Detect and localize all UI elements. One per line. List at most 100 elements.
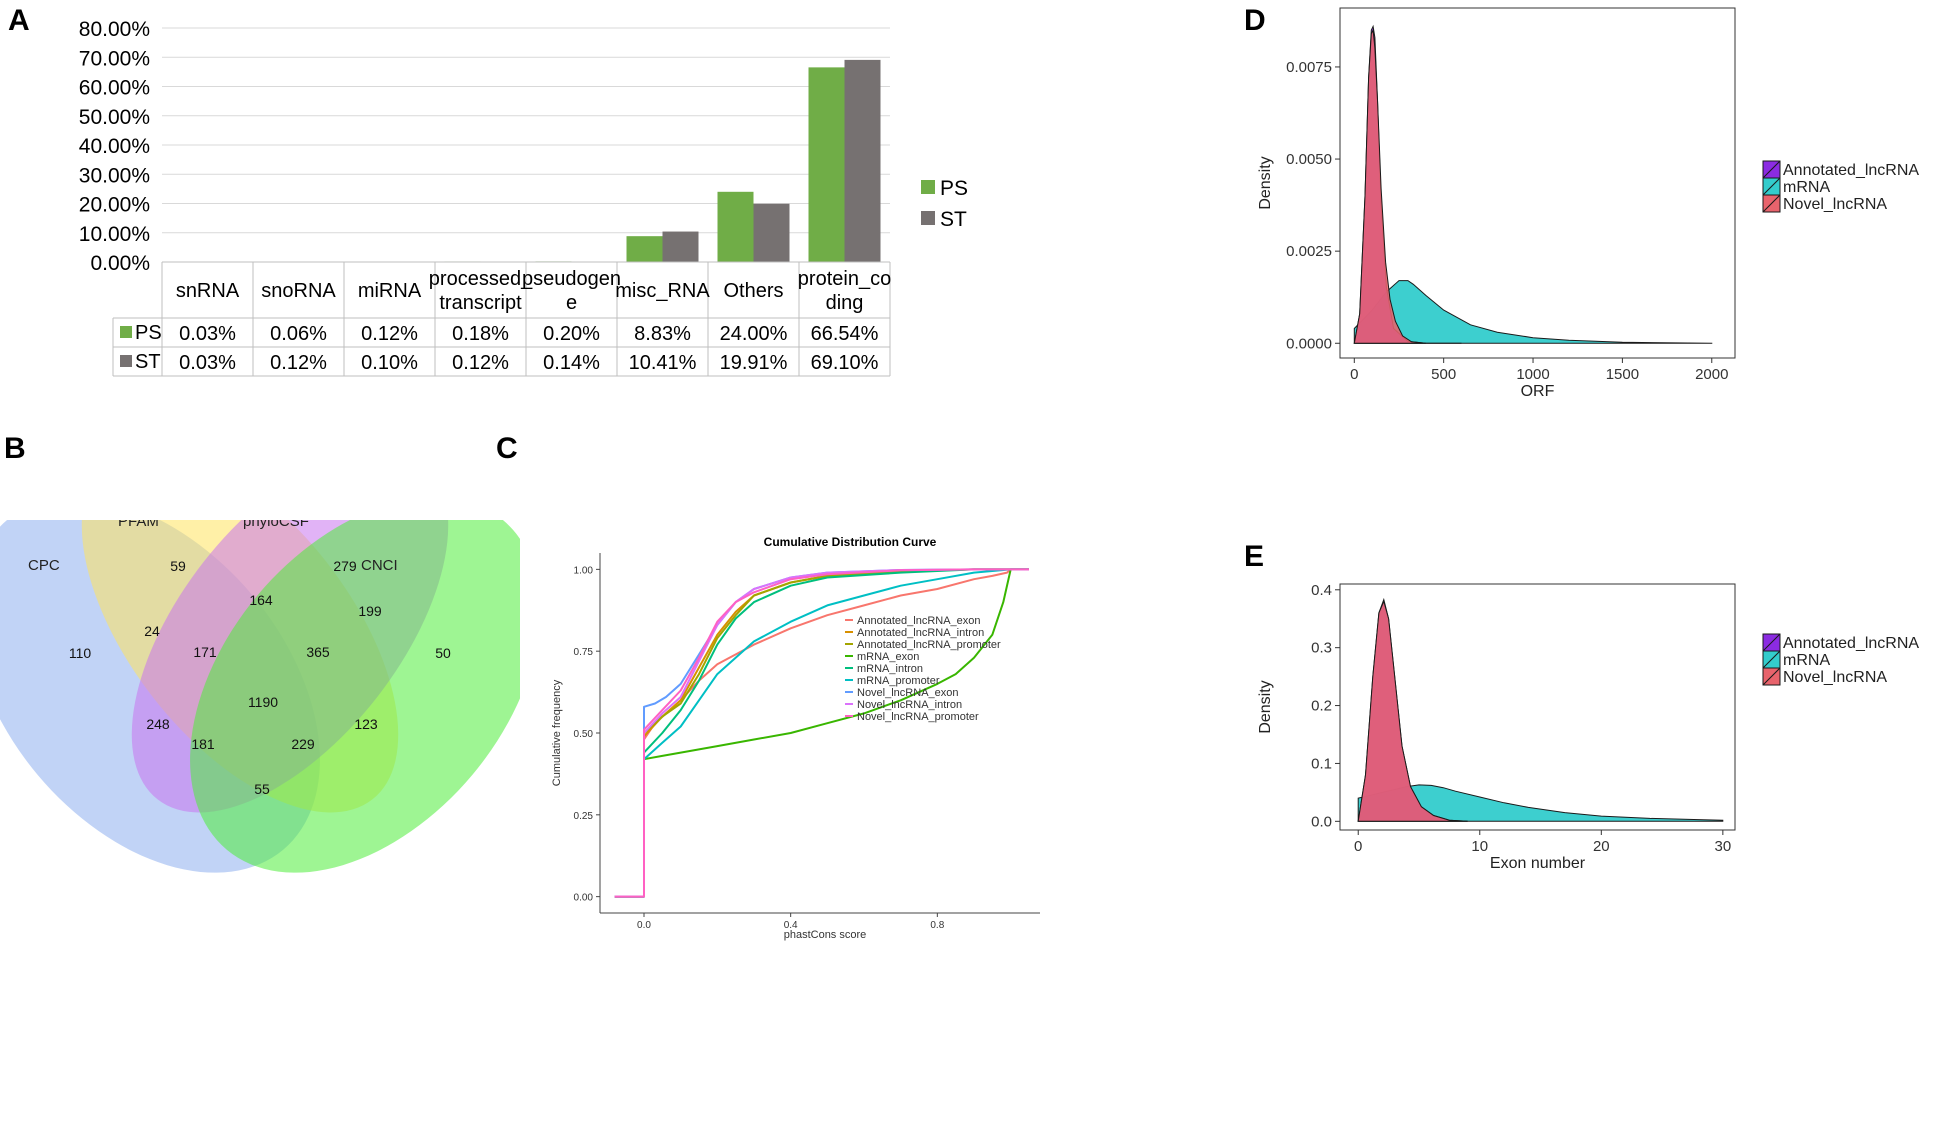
y-tick-label: 0.1 [1311, 755, 1332, 772]
legend-label-ps: PS [940, 177, 968, 200]
venn-region-count: 199 [358, 603, 382, 619]
bar-st-protein_coding [844, 59, 881, 262]
series-line-mrna_exon [614, 568, 1029, 898]
x-tick-label: 30 [1715, 838, 1732, 855]
density-chart-panel-e: 0.0 0.1 0.2 0.3 0.4 0 10 20 30 Exon number Density… [1257, 582, 1919, 872]
category-label: processed_ [429, 268, 533, 290]
legend-label-novel_lncrna: Novel_lncRNA [1783, 196, 1887, 213]
table-cell: 0.12% [270, 352, 327, 374]
legend-label-st: ST [940, 208, 967, 231]
x-tick-label: 500 [1431, 366, 1456, 383]
venn-region-count: 24 [144, 623, 160, 639]
category-label: Others [723, 280, 783, 302]
y-tick-label: 20.00% [79, 194, 150, 217]
table-row-label-st: ST [135, 351, 161, 373]
y-tick-label: 10.00% [79, 223, 150, 246]
y-tick-label: 0.25 [574, 811, 594, 822]
category-label: pseudogen [522, 268, 621, 290]
venn-region-count: 365 [306, 644, 330, 660]
table-cell: 0.12% [452, 352, 509, 374]
legend-swatch-slash [1762, 650, 1781, 669]
y-tick-label: 0.75 [574, 647, 594, 658]
legend-swatch-ps [921, 180, 935, 194]
legend-label-novel_lncrna_promoter: Novel_lncRNA_promoter [857, 711, 979, 723]
x-tick-label: 0.8 [930, 920, 944, 931]
y-tick-label: 30.00% [79, 164, 150, 187]
y-tick-label: 50.00% [79, 106, 150, 129]
bar-st-misc_rna [662, 231, 699, 262]
y-tick-label: 0.50 [574, 729, 594, 740]
x-tick-label: 0.4 [784, 920, 798, 931]
legend-swatch-st [921, 211, 935, 225]
legend-label-novel_lncrna: Novel_lncRNA [1783, 669, 1887, 686]
category-label: e [566, 292, 577, 314]
x-tick-label: 1500 [1606, 366, 1639, 383]
x-tick-label: 0 [1354, 838, 1362, 855]
legend-swatch-slash [1762, 160, 1781, 179]
venn-region-count: 59 [170, 558, 186, 574]
table-cell: 24.00% [720, 323, 788, 345]
category-label: ding [826, 292, 864, 314]
density-area-novel_lncrna [1353, 28, 1426, 344]
bar-chart-panel-a: 0.00% 10.00% 20.00% 30.00% 40.00% 50.00% 60.00… [79, 18, 968, 377]
bar-ps-protein_coding [808, 67, 845, 262]
venn-set-cnci [190, 520, 520, 873]
x-axis-label: ORF [1521, 383, 1555, 400]
panel-label-c: C [496, 432, 518, 465]
legend-label-mrna_intron: mRNA_intron [857, 663, 923, 675]
x-tick-label: 0.0 [637, 920, 651, 931]
panel-label-d: D [1244, 4, 1266, 37]
legend-label-mrna_exon: mRNA_exon [857, 651, 919, 663]
category-label: snoRNA [261, 280, 336, 302]
x-axis-label: Exon number [1490, 855, 1586, 872]
table-cell: 0.18% [452, 323, 509, 345]
venn-region-count: 248 [146, 716, 170, 732]
legend-label-annotated_lncrna_promoter: Annotated_lncRNA_promoter [857, 639, 1001, 651]
legend-label-annotated_lncrna: Annotated_lncRNA [1783, 162, 1919, 179]
venn-region-count: 229 [291, 736, 315, 752]
table-cell: 0.03% [179, 323, 236, 345]
data-table-grid [112, 261, 891, 377]
table-cell: 0.03% [179, 352, 236, 374]
table-cell: 69.10% [811, 352, 879, 374]
legend-swatch-slash [1762, 633, 1781, 652]
category-label: protein_co [798, 268, 891, 290]
y-tick-label: 70.00% [79, 47, 150, 70]
table-cell: 0.10% [361, 352, 418, 374]
series-line-mrna_promoter [614, 568, 1029, 898]
x-tick-label: 1000 [1516, 366, 1549, 383]
y-tick-label: 0.0000 [1286, 335, 1332, 352]
legend-label-mrna: mRNA [1783, 179, 1830, 196]
line-chart-panel-c: Cumulative Distribution Curve 0.00 0.25 0.5… [551, 535, 1040, 941]
y-tick-label: 80.00% [79, 18, 150, 41]
category-label: miRNA [358, 280, 422, 302]
x-axis-label: phastCons score [784, 929, 867, 941]
y-axis-label: Density [1257, 156, 1274, 209]
table-cell: 8.83% [634, 323, 691, 345]
x-tick-label: 20 [1593, 838, 1610, 855]
y-tick-label: 1.00 [574, 565, 594, 576]
y-tick-label: 0.3 [1311, 640, 1332, 657]
table-cell: 0.14% [543, 352, 600, 374]
venn-region-count: 171 [193, 644, 217, 660]
series-line-novel_lncrna_promoter [614, 568, 1029, 898]
bar-st-others [753, 203, 790, 262]
bar-ps-misc_rna [626, 236, 663, 262]
x-tick-label: 10 [1471, 838, 1488, 855]
venn-region-count: 50 [435, 645, 451, 661]
table-row-swatch-ps [120, 326, 132, 338]
legend-swatch-slash [1762, 667, 1781, 686]
table-cell: 0.20% [543, 323, 600, 345]
density-area-novel_lncrna [1357, 599, 1468, 822]
y-tick-label: 0.2 [1311, 698, 1332, 715]
table-row-swatch-st [120, 355, 132, 367]
chart-title: Cumulative Distribution Curve [764, 535, 937, 549]
y-tick-label: 0.0050 [1286, 151, 1332, 168]
panel-label-b: B [4, 432, 26, 465]
legend-label-mrna: mRNA [1783, 652, 1830, 669]
y-tick-label: 60.00% [79, 77, 150, 100]
venn-set-label-pfam: PFAM [118, 520, 159, 530]
table-cell: 0.12% [361, 323, 418, 345]
x-tick-label: 2000 [1695, 366, 1728, 383]
table-cell: 10.41% [629, 352, 697, 374]
